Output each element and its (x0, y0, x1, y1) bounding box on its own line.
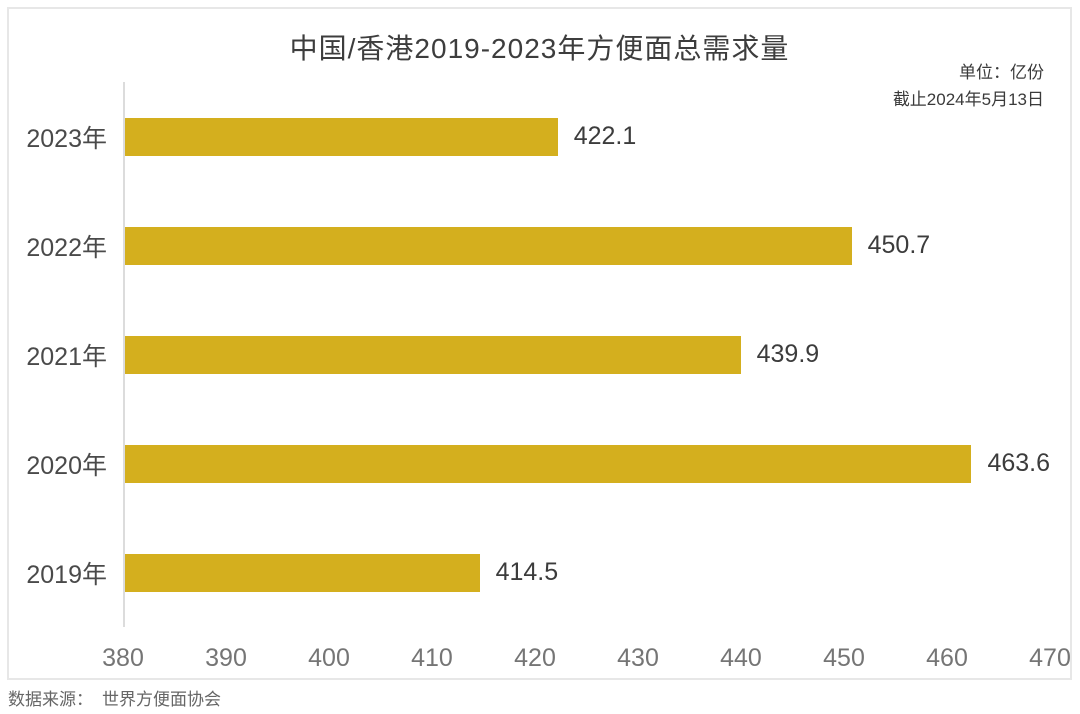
x-tick-label: 450 (823, 644, 865, 672)
value-label: 463.6 (987, 449, 1050, 477)
bar-row: 422.1 (125, 82, 1050, 191)
category-label: 2021年 (26, 342, 107, 371)
bar (125, 226, 852, 265)
plot-area: 422.1 450.7 439.9 463.6 414.5 (123, 82, 1050, 627)
category-label: 2019年 (26, 560, 107, 589)
y-axis-labels: 2023年 2022年 2021年 2020年 2019年 (9, 82, 107, 627)
bar-row: 439.9 (125, 300, 1050, 409)
category-label: 2022年 (26, 233, 107, 262)
value-label: 450.7 (867, 231, 931, 259)
value-label: 439.9 (756, 340, 820, 368)
source-label: 数据来源： (8, 690, 93, 709)
value-label: 422.1 (573, 122, 637, 150)
unit-note: 单位：亿份 (959, 63, 1044, 82)
bar-row: 450.7 (125, 191, 1050, 300)
chart-frame: 中国/香港2019-2023年方便面总需求量 单位：亿份 截止2024年5月13… (7, 7, 1072, 680)
source-name: 世界方便面协会 (102, 690, 221, 709)
asof-note: 截止2024年5月13日 (892, 90, 1044, 110)
x-tick-label: 410 (411, 644, 453, 672)
bar (125, 335, 741, 374)
x-tick-label: 460 (926, 644, 968, 672)
bar-row: 463.6 (125, 409, 1050, 518)
category-label: 2023年 (26, 124, 107, 153)
chart-title: 中国/香港2019-2023年方便面总需求量 (289, 33, 790, 64)
x-tick-label: 430 (617, 644, 659, 672)
bar (125, 553, 480, 592)
x-tick-label: 470 (1029, 644, 1071, 672)
bar (125, 444, 972, 483)
bar-row: 414.5 (125, 518, 1050, 627)
chart-meta: 单位：亿份 截止2024年5月13日 (893, 59, 1044, 113)
source-note: 数据来源： 世界方便面协会 (8, 685, 221, 710)
x-tick-label: 390 (205, 644, 247, 672)
x-axis-ticks: 380 390 400 410 420 430 440 450 460 470 (102, 644, 1071, 674)
bar (125, 117, 558, 156)
x-tick-label: 400 (308, 644, 350, 672)
x-tick-label: 420 (514, 644, 556, 672)
category-label: 2020年 (26, 451, 107, 480)
x-tick-label: 380 (102, 644, 144, 672)
x-tick-label: 440 (720, 644, 762, 672)
value-label: 414.5 (495, 558, 559, 586)
